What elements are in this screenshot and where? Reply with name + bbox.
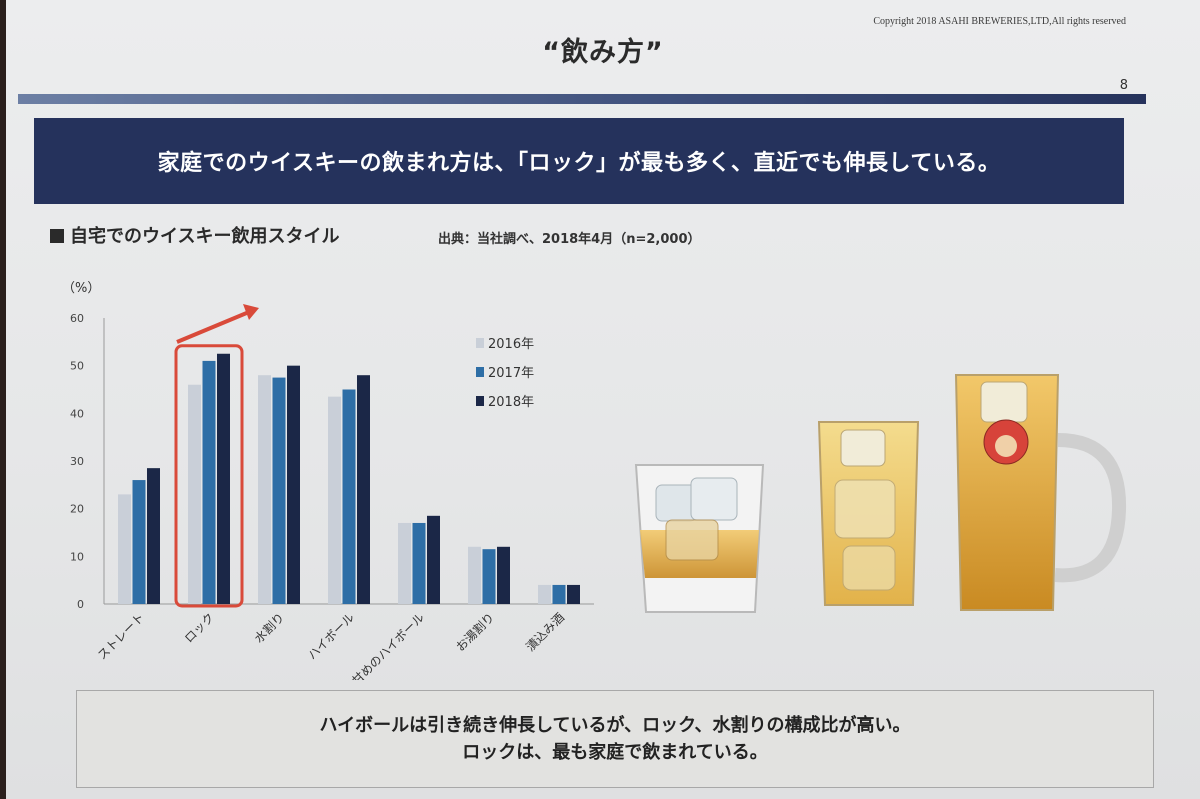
y-tick-label: 20: [70, 503, 84, 516]
headline-banner: 家庭でのウイスキーの飲まれ方は、「ロック」が最も多く、直近でも伸長している。: [34, 118, 1124, 204]
y-tick-label: 60: [70, 312, 84, 325]
legend-label: 2016年: [488, 337, 534, 352]
bar-2016年-ストレート: [118, 494, 131, 604]
copyright-text: Copyright 2018 ASAHI BREWERIES,LTD,All r…: [873, 16, 1126, 27]
bar-2018年-お湯割り: [497, 546, 510, 604]
bar-2016年-水割り: [258, 375, 271, 604]
bar-2018年-甘めのハイボール: [427, 515, 440, 604]
bar-2018年-ロック: [217, 353, 230, 604]
x-tick-label: お湯割り: [453, 610, 498, 655]
legend-swatch-2017年: [476, 367, 484, 377]
bar-2016年-お湯割り: [468, 546, 481, 604]
bar-2018年-ストレート: [147, 468, 160, 604]
x-tick-label: 甘めのハイボール: [350, 610, 428, 680]
bar-2017年-漬込み酒: [552, 584, 566, 604]
bar-2018年-漬込み酒: [567, 584, 580, 604]
x-tick-label: ハイボール: [305, 610, 357, 662]
x-tick-label: 漬込み酒: [523, 610, 568, 655]
summary-callout: ハイボールは引き続き伸長しているが、ロック、水割りの構成比が高い。 ロックは、最…: [76, 690, 1154, 788]
y-tick-label: 30: [70, 455, 84, 468]
bar-2017年-水割り: [272, 377, 286, 604]
bullet-square-icon: [50, 229, 64, 243]
rock-glass-icon: [634, 464, 765, 613]
chart-subtitle-text: 自宅でのウイスキー飲用スタイル: [70, 226, 340, 247]
legend-label: 2018年: [488, 395, 534, 410]
y-tick-label: 10: [70, 550, 84, 563]
page-title: “飲み方”: [542, 37, 664, 68]
bar-2017年-甘めのハイボール: [412, 522, 426, 604]
legend-swatch-2016年: [476, 338, 484, 348]
bar-2016年-甘めのハイボール: [398, 522, 411, 604]
bar-2018年-ハイボール: [357, 375, 370, 604]
bar-2016年-ハイボール: [328, 396, 341, 604]
bar-2016年-漬込み酒: [538, 584, 551, 604]
bar-2017年-ハイボール: [342, 389, 356, 604]
glasses-illustration: [634, 374, 1127, 613]
bar-2018年-水割り: [287, 365, 300, 604]
legend-label: 2017年: [488, 366, 534, 381]
y-tick-label: 0: [77, 598, 84, 611]
y-tick-label: 40: [70, 407, 84, 420]
bar-chart: （%） 0 10 20 30 40 50 60 ストレート ロック 水割り ハイボール甘めのハイボール…: [62, 281, 594, 680]
slide: Copyright 2018 ASAHI BREWERIES,LTD,All r…: [6, 0, 1200, 799]
trend-arrow-icon: [176, 310, 250, 344]
bar-2017年-ロック: [202, 360, 216, 604]
bar-2017年-ストレート: [132, 480, 146, 604]
y-tick-label: 50: [70, 360, 84, 373]
callout-line-2: ロックは、最も家庭で飲まれている。: [462, 742, 768, 763]
y-unit-label: （%）: [62, 281, 100, 296]
headline-text: 家庭でのウイスキーの飲まれ方は、「ロック」が最も多く、直近でも伸長している。: [157, 151, 1001, 176]
tall-glass-icon: [817, 421, 920, 606]
x-tick-label: ストレート: [95, 610, 147, 662]
source-note: 出典：当社調べ、2018年4月（n=2,000）: [438, 232, 701, 247]
header-rule: [18, 94, 1146, 104]
callout-line-1: ハイボールは引き続き伸長しているが、ロック、水割りの構成比が高い。: [319, 715, 911, 736]
x-tick-label: 水割り: [251, 610, 287, 646]
x-tick-label: ロック: [182, 610, 217, 645]
page-number: 8: [1119, 78, 1128, 93]
chart-subtitle: 自宅でのウイスキー飲用スタイル: [50, 222, 339, 248]
beer-mug-icon: [954, 374, 1127, 611]
bar-2017年-お湯割り: [482, 549, 496, 604]
legend-swatch-2018年: [476, 396, 484, 406]
bar-2016年-ロック: [188, 384, 201, 604]
highlight-box: [174, 344, 244, 608]
trend-arrow-head-icon: [243, 304, 259, 320]
